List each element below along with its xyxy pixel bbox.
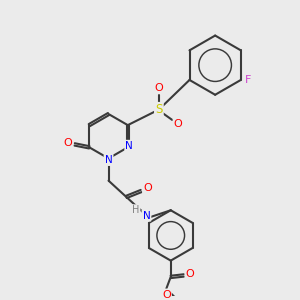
Text: O: O [143,183,152,193]
Text: O: O [186,269,194,279]
Text: O: O [174,119,182,129]
Text: O: O [64,138,72,148]
Text: N: N [105,155,112,165]
Text: O: O [154,83,163,93]
Text: N: N [142,211,150,220]
Text: O: O [162,290,171,300]
Text: H: H [132,205,140,215]
Text: F: F [245,75,251,85]
Text: N: N [125,141,133,151]
Text: S: S [155,103,163,116]
